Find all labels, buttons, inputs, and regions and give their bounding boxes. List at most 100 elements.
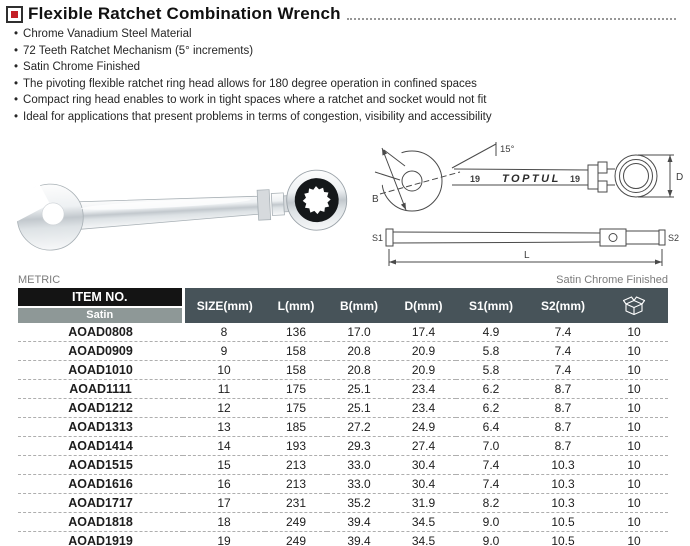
- table-row: AOAD1919 19 249 39.4 34.5 9.0 10.5 10: [18, 531, 668, 546]
- l-cell: 185: [265, 417, 327, 437]
- s1-cell: 9.0: [456, 531, 526, 546]
- dotted-leader: [346, 6, 676, 20]
- col-header-l: L(mm): [265, 288, 327, 323]
- l-cell: 249: [265, 531, 327, 546]
- item-no-cell: AOAD0808: [68, 325, 133, 339]
- size-cell: 16: [183, 474, 265, 494]
- size-cell: 17: [183, 493, 265, 513]
- size-cell: 19: [183, 531, 265, 546]
- l-cell: 175: [265, 379, 327, 399]
- table-meta-row: METRIC Satin Chrome Finished: [18, 274, 668, 286]
- page-title-row: Flexible Ratchet Combination Wrench: [6, 4, 678, 24]
- flex-joint-outline: [587, 161, 615, 193]
- s1-cell: 7.4: [456, 474, 526, 494]
- pack-cell: 10: [627, 325, 641, 339]
- s2-cell: 10.3: [526, 493, 600, 513]
- s2-cell: 8.7: [526, 436, 600, 456]
- s2-cell: 10.3: [526, 455, 600, 475]
- s2-cell: 8.7: [526, 417, 600, 437]
- col-header-s2: S2(mm): [526, 288, 600, 323]
- s1-cell: 6.4: [456, 417, 526, 437]
- wrench-diagram-top: B 15° 19 TOPTUL 19 D: [372, 142, 683, 212]
- item-no-cell: AOAD1111: [18, 379, 183, 399]
- col-header-pack: [600, 288, 668, 323]
- d-cell: 20.9: [391, 360, 456, 380]
- table-row: AOAD0808 8 136 17.0 17.4 4.9 7.4 10: [18, 323, 668, 342]
- d-cell: 17.4: [411, 325, 436, 339]
- open-end-head-outline: [372, 147, 443, 212]
- item-no-cell: AOAD1818: [18, 512, 183, 532]
- size-cell: 12: [183, 398, 265, 418]
- l-cell: 213: [265, 474, 327, 494]
- s2-cell: 10.5: [526, 512, 600, 532]
- size-stamp-right: 19: [570, 174, 580, 184]
- s1-cell: 4.9: [482, 325, 500, 339]
- b-cell: 25.1: [327, 379, 391, 399]
- l-cell: 136: [285, 325, 307, 339]
- item-no-cell: AOAD1414: [18, 436, 183, 456]
- table-row: AOAD1010 10 158 20.8 20.9 5.8 7.4 10: [18, 360, 668, 380]
- item-no-cell: AOAD0909: [18, 341, 183, 361]
- flex-joint: [256, 189, 272, 221]
- s1-cell: 5.8: [456, 341, 526, 361]
- feature-item: The pivoting flexible ratchet ring head …: [12, 76, 684, 93]
- table-row: AOAD1717 17 231 35.2 31.9 8.2 10.3 10: [18, 493, 668, 513]
- dim-label-s1: S1: [372, 233, 383, 243]
- col-header-b: B(mm): [327, 288, 391, 323]
- b-cell: 39.4: [327, 531, 391, 546]
- size-cell: 18: [183, 512, 265, 532]
- feature-item: Chrome Vanadium Steel Material: [12, 26, 684, 43]
- header-row: ITEM NO. Satin SIZE(mm) L(mm) B(mm) D(mm…: [18, 288, 668, 323]
- ring-head-outline: [614, 154, 658, 198]
- dim-label-d: D: [676, 172, 683, 183]
- l-cell: 231: [265, 493, 327, 513]
- b-cell: 25.1: [327, 398, 391, 418]
- col-header-d: D(mm): [391, 288, 456, 323]
- dim-label-b: B: [372, 194, 379, 205]
- d-cell: 20.9: [391, 341, 456, 361]
- s2-cell: 8.7: [526, 379, 600, 399]
- b-cell: 33.0: [327, 474, 391, 494]
- item-no-cell: AOAD1010: [18, 360, 183, 380]
- s1-cell: 7.0: [456, 436, 526, 456]
- item-no-cell: AOAD1212: [18, 398, 183, 418]
- b-cell: 29.3: [327, 436, 391, 456]
- size-cell: 10: [183, 360, 265, 380]
- size-cell: 15: [183, 455, 265, 475]
- s2-cell: 8.7: [526, 398, 600, 418]
- table-row: AOAD1212 12 175 25.1 23.4 6.2 8.7 10: [18, 398, 668, 418]
- feature-item: Compact ring head enables to work in tig…: [12, 92, 684, 109]
- red-square-bullet-icon: [6, 5, 23, 23]
- col-header-size: SIZE(mm): [183, 288, 265, 323]
- pack-cell: 10: [600, 455, 668, 475]
- s2-cell: 10.5: [526, 531, 600, 546]
- pack-cell: 10: [600, 360, 668, 380]
- d-cell: 30.4: [391, 474, 456, 494]
- l-cell: 213: [265, 455, 327, 475]
- brand-stamp: TOPTUL: [502, 173, 561, 185]
- dim-label-s2: S2: [668, 233, 679, 243]
- b-cell: 33.0: [327, 455, 391, 475]
- feature-item: Ideal for applications that present prob…: [12, 109, 684, 126]
- l-cell: 193: [265, 436, 327, 456]
- table-row: AOAD1313 13 185 27.2 24.9 6.4 8.7 10: [18, 417, 668, 437]
- l-cell: 158: [265, 360, 327, 380]
- page-title: Flexible Ratchet Combination Wrench: [28, 4, 341, 23]
- item-no-cell: AOAD1515: [18, 455, 183, 475]
- spec-table: ITEM NO. Satin SIZE(mm) L(mm) B(mm) D(mm…: [18, 288, 668, 546]
- b-cell: 17.0: [347, 325, 371, 339]
- s2-cell: 7.4: [554, 325, 572, 339]
- table-row: AOAD1515 15 213 33.0 30.4 7.4 10.3 10: [18, 455, 668, 475]
- item-no-cell: AOAD1313: [18, 417, 183, 437]
- b-cell: 39.4: [327, 512, 391, 532]
- size-cell: 8: [220, 325, 228, 339]
- item-subheader-label: Satin: [18, 306, 182, 323]
- wrench-photo: [6, 169, 348, 251]
- s1-cell: 7.4: [456, 455, 526, 475]
- pack-cell: 10: [600, 512, 668, 532]
- s2-cell: 10.3: [526, 474, 600, 494]
- table-row: AOAD1818 18 249 39.4 34.5 9.0 10.5 10: [18, 512, 668, 532]
- size-cell: 14: [183, 436, 265, 456]
- metric-label: METRIC: [18, 274, 61, 286]
